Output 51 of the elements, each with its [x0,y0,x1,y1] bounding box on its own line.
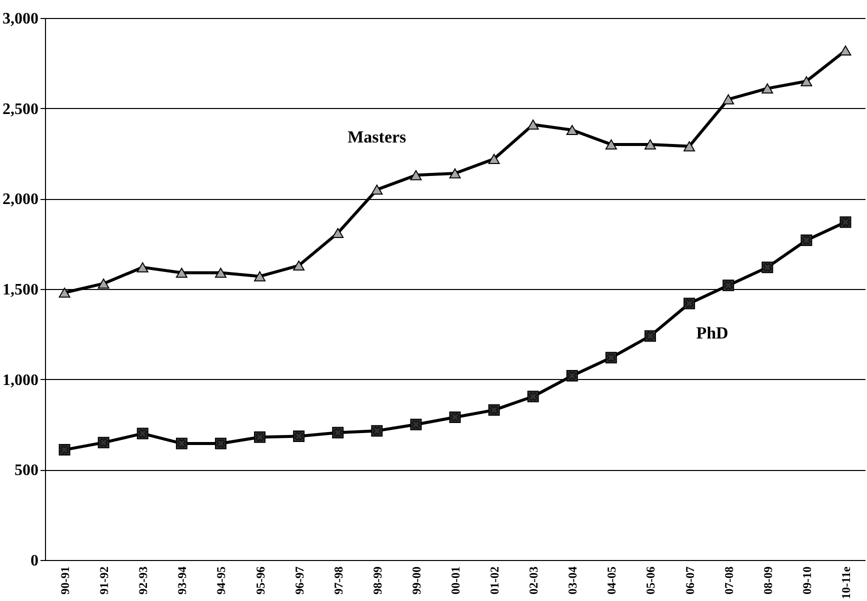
y-tick-label: 0 [30,552,38,570]
point [840,45,852,56]
point [762,83,774,94]
point [800,76,812,86]
x-tick-label: 92-93 [136,566,150,594]
y-tick-label: 1,000 [2,372,38,389]
x-tick-label: 90-91 [58,566,72,594]
x-tick-label: 10-11e [838,566,853,600]
point [684,141,696,152]
y-tick-label: 2,000 [2,191,38,208]
point [644,139,656,150]
point [214,268,226,278]
point [58,288,70,298]
x-tick-label: 93-94 [175,566,190,594]
x-tick-label: 02-03 [526,566,541,594]
point [371,184,383,195]
x-tick-label: 03-04 [566,566,580,594]
series-label: PhD [696,323,728,342]
point [449,168,461,178]
point [136,262,148,272]
x-tick-label: 04-05 [604,566,619,594]
x-tick-label: 99-00 [409,566,424,594]
y-tick-label: 2,500 [2,100,38,118]
point [410,170,422,180]
x-tick-label: 95-96 [253,566,268,594]
x-tick-label: 00-01 [448,566,462,594]
point [332,228,344,238]
x-tick-label: 07-08 [722,566,736,594]
point [98,278,110,289]
point [293,260,305,271]
x-tick-label: 01-02 [488,566,502,594]
point [527,120,539,130]
y-tick-label: 3,000 [2,10,38,28]
point [722,94,734,104]
x-tick-label: 09-10 [800,566,814,594]
point [254,271,266,282]
point [605,139,617,150]
x-tick-label: 96-97 [292,566,306,594]
x-tick-label: 08-09 [760,566,775,594]
y-tick-label: 1,500 [2,282,38,298]
x-tick-label: 94-95 [214,566,228,594]
point [566,124,578,136]
x-tick-label: 05-06 [644,566,658,594]
y-tick-label: 500 [14,462,38,480]
x-tick-label: 98-99 [370,566,384,594]
x-tick-label: 06-07 [682,566,697,594]
x-tick-label: 97-98 [331,566,346,594]
series-label: Masters [348,128,407,147]
point [488,154,500,164]
point [176,268,188,278]
x-tick-label: 91-92 [97,566,112,594]
